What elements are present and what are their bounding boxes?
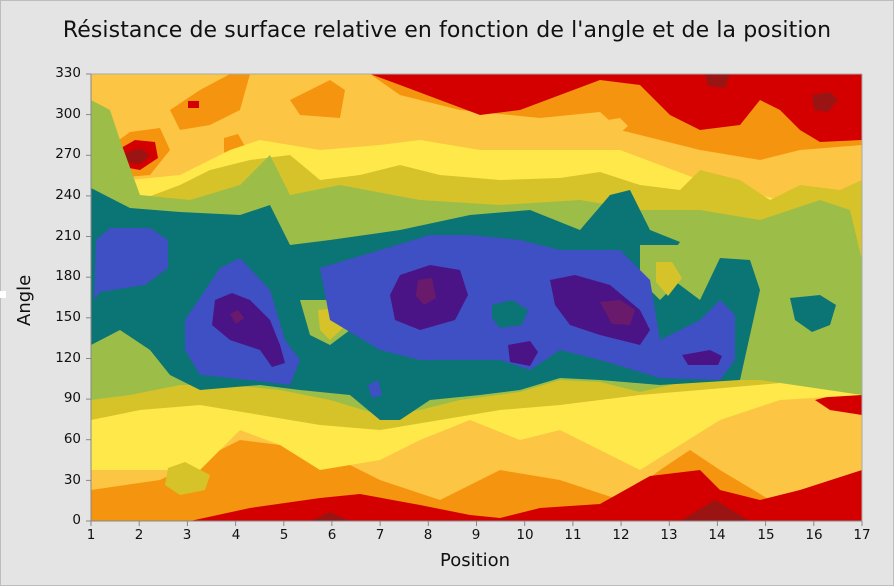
y-tick: 120 — [55, 350, 81, 366]
x-tick: 8 — [423, 527, 433, 543]
chart-title: Résistance de surface relative en foncti… — [62, 18, 832, 43]
y-tick: 300 — [55, 106, 81, 122]
y-tick: 150 — [55, 309, 81, 325]
x-tick: 13 — [660, 527, 678, 543]
x-tick: 6 — [327, 527, 337, 543]
x-tick: 12 — [612, 527, 630, 543]
y-tick: 210 — [55, 228, 81, 244]
x-tick: 17 — [853, 527, 871, 543]
y-tick: 0 — [72, 512, 81, 528]
x-tick: 9 — [471, 527, 481, 543]
x-axis-label: Position — [440, 550, 511, 571]
y-tick: 270 — [55, 146, 81, 162]
y-tick: 180 — [55, 268, 81, 284]
x-tick: 4 — [231, 527, 241, 543]
y-tick: 330 — [55, 65, 81, 81]
y-axis-label: Angle — [14, 274, 35, 326]
y-tick: 60 — [63, 431, 81, 447]
x-tick: 3 — [182, 527, 192, 543]
x-tick: 5 — [279, 527, 289, 543]
x-tick: 10 — [516, 527, 534, 543]
x-tick: 7 — [375, 527, 385, 543]
x-tick: 16 — [805, 527, 823, 543]
y-tick: 240 — [55, 187, 81, 203]
x-tick: 15 — [757, 527, 775, 543]
x-tick: 2 — [134, 527, 144, 543]
x-tick: 14 — [708, 527, 726, 543]
side-marker — [0, 291, 6, 298]
y-tick: 90 — [63, 390, 81, 406]
x-tick: 1 — [86, 527, 96, 543]
y-tick: 30 — [63, 472, 81, 488]
x-tick: 11 — [564, 527, 582, 543]
